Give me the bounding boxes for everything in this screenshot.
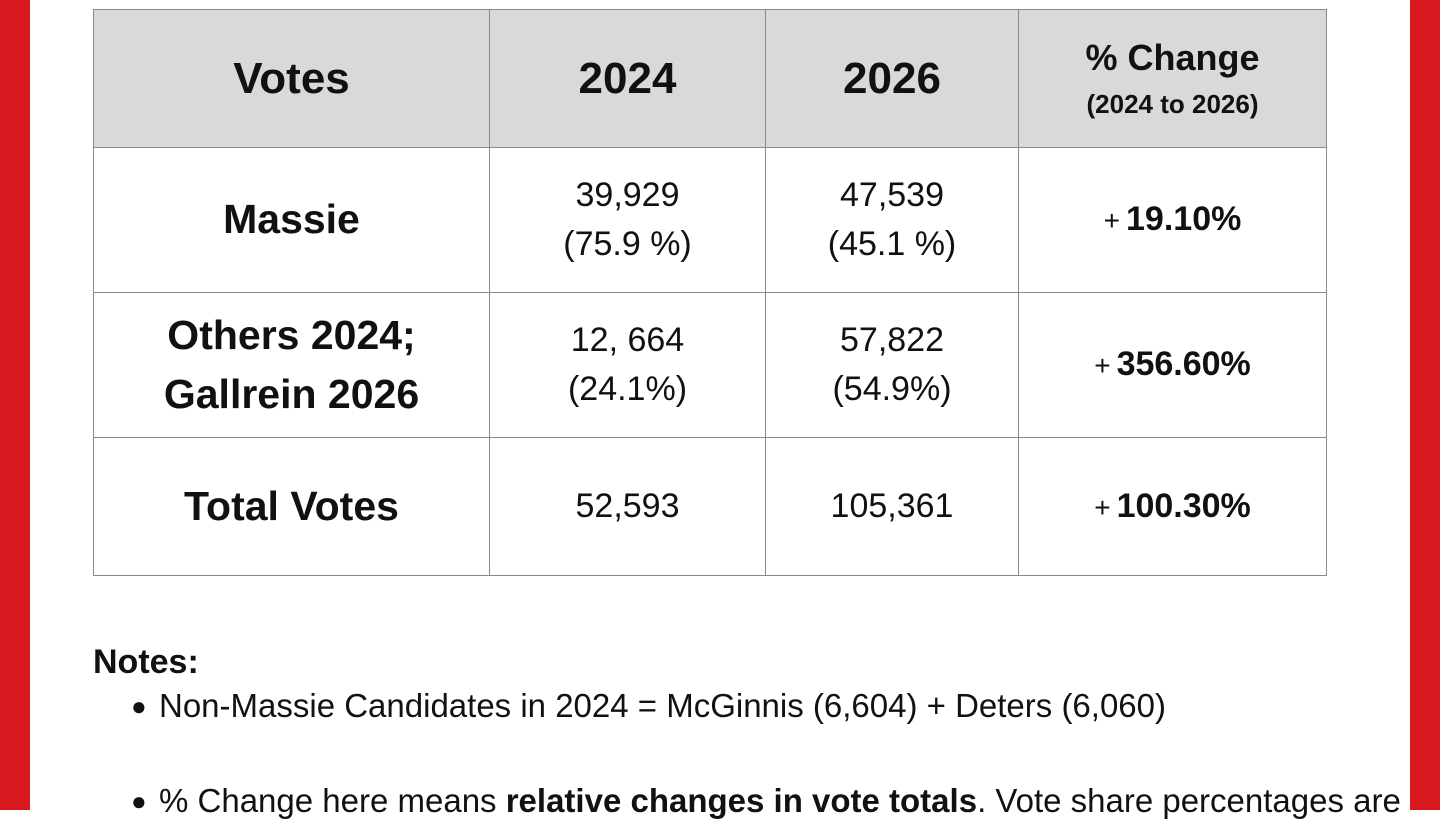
- vote-count: 105,361: [830, 486, 954, 525]
- header-change-sublabel: (2024 to 2026): [1086, 89, 1259, 119]
- cell-2024: 52,593: [489, 437, 766, 576]
- notes-list: ● Non-Massie Candidates in 2024 = McGinn…: [93, 684, 1413, 823]
- header-2024-label: 2024: [578, 53, 677, 103]
- table-row: Others 2024; Gallrein 2026 12, 664 (24.1…: [93, 292, 1327, 438]
- header-2026-label: 2026: [843, 53, 941, 103]
- vote-share: (24.1%): [567, 370, 688, 408]
- header-votes: Votes: [93, 9, 490, 148]
- row-label-cell: Total Votes: [93, 437, 490, 576]
- notes-title: Notes:: [93, 643, 199, 681]
- header-2026: 2026: [765, 9, 1019, 148]
- left-red-border: [0, 0, 30, 810]
- cell-percent-change: +19.10%: [1018, 147, 1327, 293]
- bullet-dot-icon: ●: [131, 691, 147, 721]
- vote-count: 52,593: [575, 486, 680, 525]
- header-percent-change: % Change (2024 to 2026): [1018, 9, 1327, 148]
- cell-2026: 57,822 (54.9%): [765, 292, 1019, 438]
- vote-share: (75.9 %): [563, 225, 692, 263]
- vote-share: (54.9%): [832, 370, 952, 408]
- row-label-second-line: Gallrein 2026: [163, 371, 420, 417]
- table-header-row: Votes 2024 2026 % Change (2024 to 2026): [93, 9, 1327, 148]
- cell-2026: 105,361: [765, 437, 1019, 576]
- vote-comparison-table-container: Votes 2024 2026 % Change (2024 to 2026) …: [93, 9, 1327, 576]
- table-row: Total Votes 52,593 105,361 +100.30%: [93, 437, 1327, 576]
- row-label: Massie: [223, 196, 360, 243]
- note-text: Non-Massie Candidates in 2024 = McGinnis…: [159, 687, 1166, 724]
- cell-percent-change: +100.30%: [1018, 437, 1327, 576]
- list-item: ● Non-Massie Candidates in 2024 = McGinn…: [131, 684, 1413, 728]
- note-text-bold: relative changes in vote totals: [505, 782, 978, 819]
- plus-sign: +: [1103, 205, 1121, 237]
- note-text-prefix: % Change here means: [159, 782, 506, 819]
- list-item: ● % Change here means relative changes i…: [131, 779, 1413, 823]
- note-text-suffix: . Vote share percentages are: [977, 782, 1401, 819]
- notes-section: Notes: ● Non-Massie Candidates in 2024 =…: [93, 640, 1413, 823]
- cell-2024: 12, 664 (24.1%): [489, 292, 766, 438]
- change-value: 19.10%: [1126, 200, 1242, 239]
- row-label: Others 2024;: [167, 311, 416, 358]
- plus-sign: +: [1094, 491, 1111, 523]
- row-label-cell: Others 2024; Gallrein 2026: [93, 292, 490, 438]
- header-change-label: % Change: [1085, 37, 1260, 78]
- cell-2026: 47,539 (45.1 %): [765, 147, 1019, 293]
- vote-share: (45.1 %): [827, 225, 957, 263]
- bullet-dot-icon: ●: [131, 786, 147, 816]
- cell-percent-change: +356.60%: [1018, 292, 1327, 438]
- vote-count: 47,539: [840, 175, 944, 214]
- vote-comparison-table: Votes 2024 2026 % Change (2024 to 2026) …: [93, 9, 1327, 576]
- change-value: 356.60%: [1116, 345, 1251, 384]
- change-value: 100.30%: [1116, 486, 1251, 525]
- row-label: Total Votes: [184, 482, 399, 529]
- vote-count: 39,929: [575, 175, 680, 214]
- header-votes-label: Votes: [233, 53, 350, 103]
- right-red-border: [1410, 0, 1440, 810]
- plus-sign: +: [1094, 350, 1111, 382]
- table-row: Massie 39,929 (75.9 %) 47,539 (45.1 %) +…: [93, 147, 1327, 293]
- vote-count: 12, 664: [570, 320, 685, 359]
- header-2024: 2024: [489, 9, 766, 148]
- row-label-cell: Massie: [93, 147, 490, 293]
- vote-count: 57,822: [840, 320, 944, 359]
- cell-2024: 39,929 (75.9 %): [489, 147, 766, 293]
